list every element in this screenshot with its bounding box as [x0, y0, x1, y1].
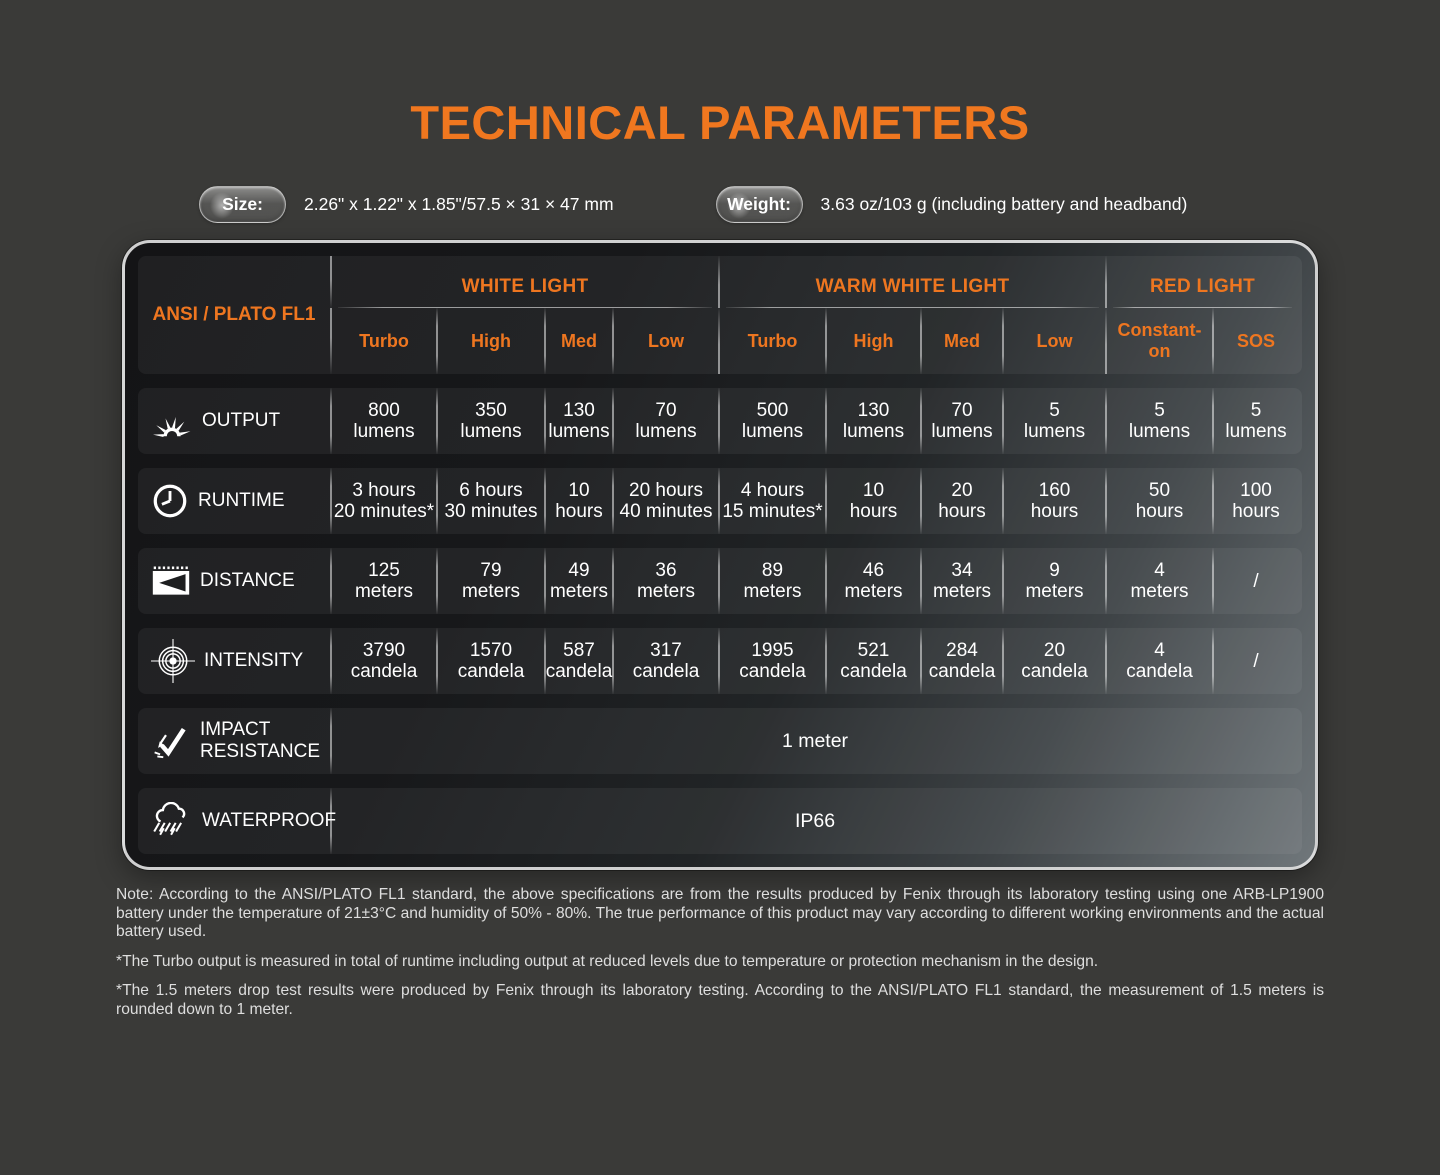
- size-value: 2.26" x 1.22" x 1.85"/57.5 × 31 × 47 mm: [304, 194, 614, 214]
- intensity-white-low: 317 candela: [612, 628, 718, 694]
- distance-red-sos: /: [1212, 548, 1298, 614]
- group-white-light: WHITE LIGHT: [330, 256, 718, 308]
- mode-red-constant-on: Constant- on: [1105, 308, 1212, 374]
- intensity-white-high: 1570 candela: [436, 628, 544, 694]
- distance-white-low: 36 meters: [612, 548, 718, 614]
- weight-value: 3.63 oz/103 g (including battery and hea…: [820, 194, 1188, 214]
- row-label-text: INTENSITY: [204, 649, 304, 671]
- note-turbo-output: *The Turbo output is measured in total o…: [116, 952, 1099, 970]
- distance-white-turbo: 125 meters: [330, 548, 436, 614]
- table-row-intensity: INTENSITY 3790 candela 1570 candela 587 …: [138, 628, 1302, 694]
- waterproof-value: IP66: [330, 788, 1298, 854]
- mode-white-med: Med: [544, 308, 612, 374]
- brightness-icon: [153, 416, 191, 438]
- runtime-warm-high: 10 hours: [825, 468, 920, 534]
- row-label-waterproof: WATERPROOF: [138, 788, 336, 854]
- table-header-row: ANSI / PLATO FL1 WHITE LIGHT WARM WHITE …: [138, 256, 1302, 374]
- output-warm-med: 70 lumens: [920, 388, 1002, 454]
- row-label-text: DISTANCE: [200, 569, 295, 591]
- distance-white-med: 49 meters: [544, 548, 612, 614]
- table-row-output: OUTPUT 800 lumens 350 lumens 130 lumens …: [138, 388, 1302, 454]
- corner-label: ANSI / PLATO FL1: [152, 304, 316, 325]
- weight-pill: Weight:: [715, 186, 803, 223]
- table-row-distance: DISTANCE 125 meters 79 meters 49 meters …: [138, 548, 1302, 614]
- row-label-runtime: RUNTIME: [138, 468, 330, 534]
- runtime-white-high: 6 hours 30 minutes: [436, 468, 544, 534]
- distance-white-high: 79 meters: [436, 548, 544, 614]
- size-pill: Size:: [199, 186, 286, 223]
- intensity-white-med: 587 candela: [544, 628, 612, 694]
- table-row-runtime: RUNTIME 3 hours 20 minutes* 6 hours 30 m…: [138, 468, 1302, 534]
- table-row-waterproof: WATERPROOF IP66: [138, 788, 1302, 854]
- intensity-warm-high: 521 candela: [825, 628, 920, 694]
- distance-icon: [152, 566, 190, 595]
- mode-warm-low: Low: [1002, 308, 1105, 374]
- mode-red-sos: SOS: [1212, 308, 1298, 374]
- distance-red-constant: 4 meters: [1105, 548, 1212, 614]
- intensity-red-sos: /: [1212, 628, 1298, 694]
- group-warm-white-light: WARM WHITE LIGHT: [718, 256, 1105, 308]
- output-warm-high: 130 lumens: [825, 388, 920, 454]
- mode-warm-high: High: [825, 308, 920, 374]
- intensity-icon: [151, 639, 195, 683]
- runtime-warm-med: 20 hours: [920, 468, 1002, 534]
- output-white-med: 130 lumens: [544, 388, 612, 454]
- runtime-white-med: 10 hours: [544, 468, 612, 534]
- distance-warm-low: 9 meters: [1002, 548, 1105, 614]
- row-label-text: IMPACT RESISTANCE: [200, 718, 321, 762]
- runtime-warm-low: 160 hours: [1002, 468, 1105, 534]
- row-label-text: OUTPUT: [202, 409, 281, 431]
- output-warm-turbo: 500 lumens: [718, 388, 825, 454]
- size-label: Size:: [222, 194, 263, 214]
- row-label-impact: IMPACT RESISTANCE: [138, 708, 330, 774]
- runtime-white-low: 20 hours 40 minutes: [612, 468, 718, 534]
- output-warm-low: 5 lumens: [1002, 388, 1105, 454]
- output-white-turbo: 800 lumens: [330, 388, 436, 454]
- rain-icon: [153, 802, 186, 836]
- technical-parameters-table: ANSI / PLATO FL1 WHITE LIGHT WARM WHITE …: [122, 240, 1318, 870]
- row-label-intensity: INTENSITY: [138, 628, 330, 694]
- table-row-impact-resistance: IMPACT RESISTANCE 1 meter: [138, 708, 1302, 774]
- mode-warm-turbo: Turbo: [718, 308, 825, 374]
- impact-icon: [154, 727, 186, 759]
- mode-white-high: High: [436, 308, 544, 374]
- note-ansi-standard: Note: According to the ANSI/PLATO FL1 st…: [116, 886, 1324, 940]
- runtime-white-turbo: 3 hours 20 minutes*: [330, 468, 436, 534]
- mode-white-turbo: Turbo: [330, 308, 436, 374]
- row-label-text: WATERPROOF: [202, 809, 337, 831]
- size-weight-row: Size: 2.26" x 1.22" x 1.85"/57.5 × 31 × …: [0, 186, 1440, 223]
- weight-label: Weight:: [727, 194, 791, 214]
- row-label-output: OUTPUT: [138, 388, 330, 454]
- group-red-light: RED LIGHT: [1105, 256, 1298, 308]
- output-white-high: 350 lumens: [436, 388, 544, 454]
- footnotes: Note: According to the ANSI/PLATO FL1 st…: [116, 886, 1324, 1019]
- intensity-white-turbo: 3790 candela: [330, 628, 436, 694]
- intensity-red-constant: 4 candela: [1105, 628, 1212, 694]
- distance-warm-high: 46 meters: [825, 548, 920, 614]
- mode-white-low: Low: [612, 308, 718, 374]
- impact-resistance-value: 1 meter: [330, 708, 1298, 774]
- runtime-red-sos: 100 hours: [1212, 468, 1298, 534]
- row-label-distance: DISTANCE: [138, 548, 330, 614]
- intensity-warm-med: 284 candela: [920, 628, 1002, 694]
- note-drop-test: *The 1.5 meters drop test results were p…: [116, 982, 1324, 1018]
- runtime-warm-turbo: 4 hours 15 minutes*: [718, 468, 825, 534]
- distance-warm-med: 34 meters: [920, 548, 1002, 614]
- runtime-red-constant: 50 hours: [1105, 468, 1212, 534]
- output-white-low: 70 lumens: [612, 388, 718, 454]
- output-red-constant: 5 lumens: [1105, 388, 1212, 454]
- output-red-sos: 5 lumens: [1212, 388, 1298, 454]
- mode-warm-med: Med: [920, 308, 1002, 374]
- distance-warm-turbo: 89 meters: [718, 548, 825, 614]
- row-label-text: RUNTIME: [198, 489, 285, 511]
- page-title: TECHNICAL PARAMETERS: [410, 96, 1030, 149]
- intensity-warm-low: 20 candela: [1002, 628, 1105, 694]
- clock-icon: [153, 484, 187, 518]
- intensity-warm-turbo: 1995 candela: [718, 628, 825, 694]
